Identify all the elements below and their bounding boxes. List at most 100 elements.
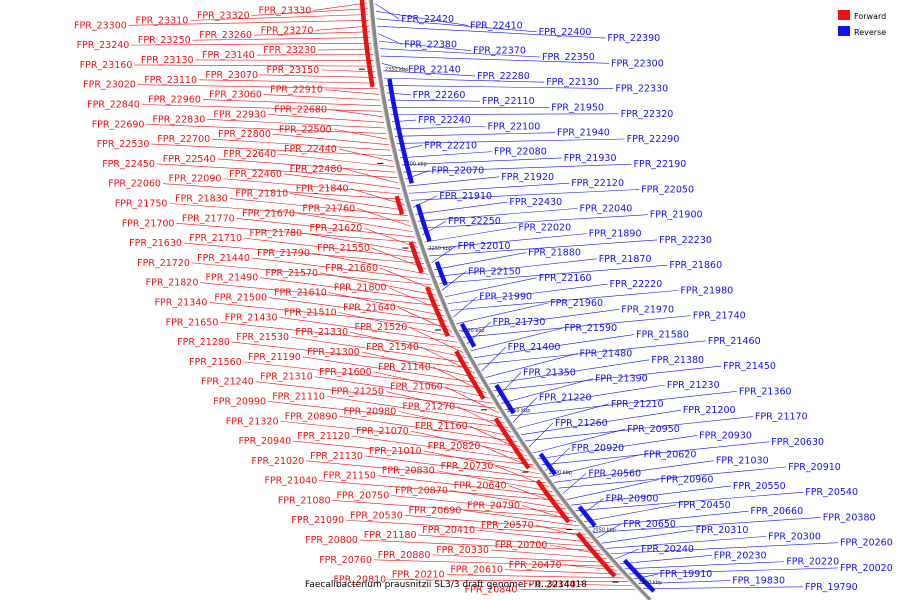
reverse-gene-label[interactable]: FPR_20260: [840, 538, 893, 549]
forward-gene-label[interactable]: FPR_20750: [336, 490, 389, 501]
forward-gene-label[interactable]: FPR_22060: [108, 179, 161, 190]
reverse-gene-label[interactable]: FPR_21890: [589, 229, 642, 240]
forward-gene-label[interactable]: FPR_22540: [163, 154, 216, 165]
forward-gene-label[interactable]: FPR_21340: [155, 297, 208, 308]
reverse-gene-label[interactable]: FPR_22230: [659, 235, 712, 246]
reverse-gene-label[interactable]: FPR_22350: [542, 52, 595, 63]
forward-gene-label[interactable]: FPR_21720: [137, 258, 190, 269]
forward-gene-label[interactable]: FPR_21490: [205, 273, 258, 284]
reverse-gene-label[interactable]: FPR_22080: [494, 147, 547, 158]
forward-gene-label[interactable]: FPR_23240: [77, 40, 130, 51]
forward-gene-label[interactable]: FPR_21130: [310, 451, 363, 462]
reverse-gene-label[interactable]: FPR_21170: [755, 412, 808, 423]
forward-gene-label[interactable]: FPR_21670: [242, 208, 295, 219]
forward-gene-label[interactable]: FPR_22480: [290, 164, 343, 175]
forward-gene-label[interactable]: FPR_22960: [148, 95, 201, 106]
forward-gene-label[interactable]: FPR_20830: [382, 466, 435, 477]
forward-gene-label[interactable]: FPR_21080: [278, 495, 331, 506]
forward-gene-label[interactable]: FPR_22910: [270, 85, 323, 96]
forward-gene-label[interactable]: FPR_21630: [129, 238, 182, 249]
reverse-gene-label[interactable]: FPR_22280: [477, 71, 530, 82]
reverse-gene-label[interactable]: FPR_22260: [413, 90, 466, 101]
reverse-gene-label[interactable]: FPR_22240: [418, 115, 471, 126]
forward-gene-label[interactable]: FPR_21320: [226, 416, 279, 427]
forward-gene-label[interactable]: FPR_20870: [395, 486, 448, 497]
forward-gene-label[interactable]: FPR_23140: [202, 50, 255, 61]
reverse-gene-label[interactable]: FPR_21380: [651, 355, 704, 366]
reverse-gene-label[interactable]: FPR_21260: [555, 418, 608, 429]
forward-gene-label[interactable]: FPR_21540: [366, 342, 419, 353]
reverse-gene-label[interactable]: FPR_20540: [805, 487, 858, 498]
forward-gene-label[interactable]: FPR_20410: [422, 525, 475, 536]
forward-gene-label[interactable]: FPR_20820: [428, 441, 481, 452]
forward-gene-label[interactable]: FPR_21040: [264, 476, 317, 487]
reverse-gene-label[interactable]: FPR_22120: [571, 178, 624, 189]
reverse-gene-label[interactable]: FPR_22410: [470, 20, 523, 31]
reverse-gene-label[interactable]: FPR_20310: [696, 525, 749, 536]
reverse-gene-label[interactable]: FPR_21030: [716, 456, 769, 467]
reverse-gene-label[interactable]: FPR_21740: [693, 311, 746, 322]
forward-gene-label[interactable]: FPR_20330: [436, 545, 489, 556]
forward-gene-label[interactable]: FPR_21240: [201, 377, 254, 388]
reverse-gene-label[interactable]: FPR_22420: [401, 14, 454, 25]
reverse-gene-label[interactable]: FPR_20900: [606, 494, 659, 505]
reverse-gene-label[interactable]: FPR_22290: [627, 134, 680, 145]
reverse-gene-label[interactable]: FPR_22430: [509, 197, 562, 208]
forward-gene-label[interactable]: FPR_22500: [279, 124, 332, 135]
forward-gene-label[interactable]: FPR_22640: [223, 149, 276, 160]
reverse-gene-label[interactable]: FPR_20620: [644, 449, 697, 460]
forward-gene-label[interactable]: FPR_21300: [307, 347, 360, 358]
reverse-gene-label[interactable]: FPR_22010: [458, 241, 511, 252]
forward-gene-label[interactable]: FPR_23060: [209, 90, 262, 101]
reverse-gene-label[interactable]: FPR_22050: [641, 184, 694, 195]
reverse-gene-label[interactable]: FPR_20020: [840, 563, 893, 574]
forward-gene-label[interactable]: FPR_21800: [334, 283, 387, 294]
reverse-gene-label[interactable]: FPR_21220: [539, 393, 592, 404]
forward-gene-label[interactable]: FPR_20640: [454, 481, 507, 492]
reverse-gene-label[interactable]: FPR_22330: [615, 84, 668, 95]
forward-gene-label[interactable]: FPR_21280: [177, 337, 230, 348]
reverse-gene-label[interactable]: FPR_21980: [680, 285, 733, 296]
forward-gene-label[interactable]: FPR_20530: [350, 510, 403, 521]
forward-gene-label[interactable]: FPR_21550: [317, 243, 370, 254]
forward-gene-label[interactable]: FPR_21190: [248, 352, 301, 363]
forward-gene-label[interactable]: FPR_23250: [138, 35, 191, 46]
reverse-gene-label[interactable]: FPR_20910: [788, 462, 841, 473]
reverse-gene-label[interactable]: FPR_21230: [667, 380, 720, 391]
reverse-gene-label[interactable]: FPR_21480: [579, 348, 632, 359]
forward-gene-label[interactable]: FPR_20840: [465, 585, 518, 596]
forward-gene-label[interactable]: FPR_21600: [319, 367, 372, 378]
forward-gene-label[interactable]: FPR_21560: [189, 357, 242, 368]
reverse-gene-label[interactable]: FPR_21880: [528, 248, 581, 259]
forward-gene-label[interactable]: FPR_21570: [265, 268, 318, 279]
forward-gene-label[interactable]: FPR_23130: [141, 55, 194, 66]
reverse-gene-label[interactable]: FPR_19910: [660, 569, 713, 580]
forward-gene-label[interactable]: FPR_23320: [197, 10, 250, 21]
forward-gene-label[interactable]: FPR_21430: [225, 312, 278, 323]
forward-gene-label[interactable]: FPR_21270: [402, 401, 455, 412]
forward-gene-label[interactable]: FPR_22090: [169, 174, 222, 185]
forward-gene-label[interactable]: FPR_20990: [213, 396, 266, 407]
forward-gene-label[interactable]: FPR_21180: [364, 530, 417, 541]
reverse-gene-label[interactable]: FPR_21860: [669, 260, 722, 271]
reverse-gene-label[interactable]: FPR_22100: [488, 121, 541, 132]
forward-gene-label[interactable]: FPR_23270: [261, 25, 314, 36]
forward-gene-label[interactable]: FPR_21810: [235, 189, 288, 200]
forward-gene-label[interactable]: FPR_22680: [274, 104, 327, 115]
forward-gene-label[interactable]: FPR_20610: [450, 565, 503, 576]
reverse-gene-label[interactable]: FPR_21870: [599, 254, 652, 265]
reverse-gene-label[interactable]: FPR_21900: [650, 210, 703, 221]
forward-gene-label[interactable]: FPR_21160: [415, 421, 468, 432]
reverse-gene-label[interactable]: FPR_20450: [678, 500, 731, 511]
reverse-gene-label[interactable]: FPR_21970: [621, 304, 674, 315]
forward-gene-label[interactable]: FPR_23150: [266, 65, 319, 76]
reverse-gene-label[interactable]: FPR_22220: [610, 279, 663, 290]
reverse-gene-label[interactable]: FPR_20220: [786, 557, 839, 568]
reverse-gene-label[interactable]: FPR_22020: [518, 222, 571, 233]
reverse-gene-label[interactable]: FPR_20660: [750, 506, 803, 517]
forward-gene-label[interactable]: FPR_23300: [74, 20, 127, 31]
reverse-gene-label[interactable]: FPR_21400: [508, 342, 561, 353]
reverse-gene-label[interactable]: FPR_20920: [571, 443, 624, 454]
forward-gene-label[interactable]: FPR_22460: [229, 169, 282, 180]
reverse-gene-label[interactable]: FPR_22320: [621, 109, 674, 120]
